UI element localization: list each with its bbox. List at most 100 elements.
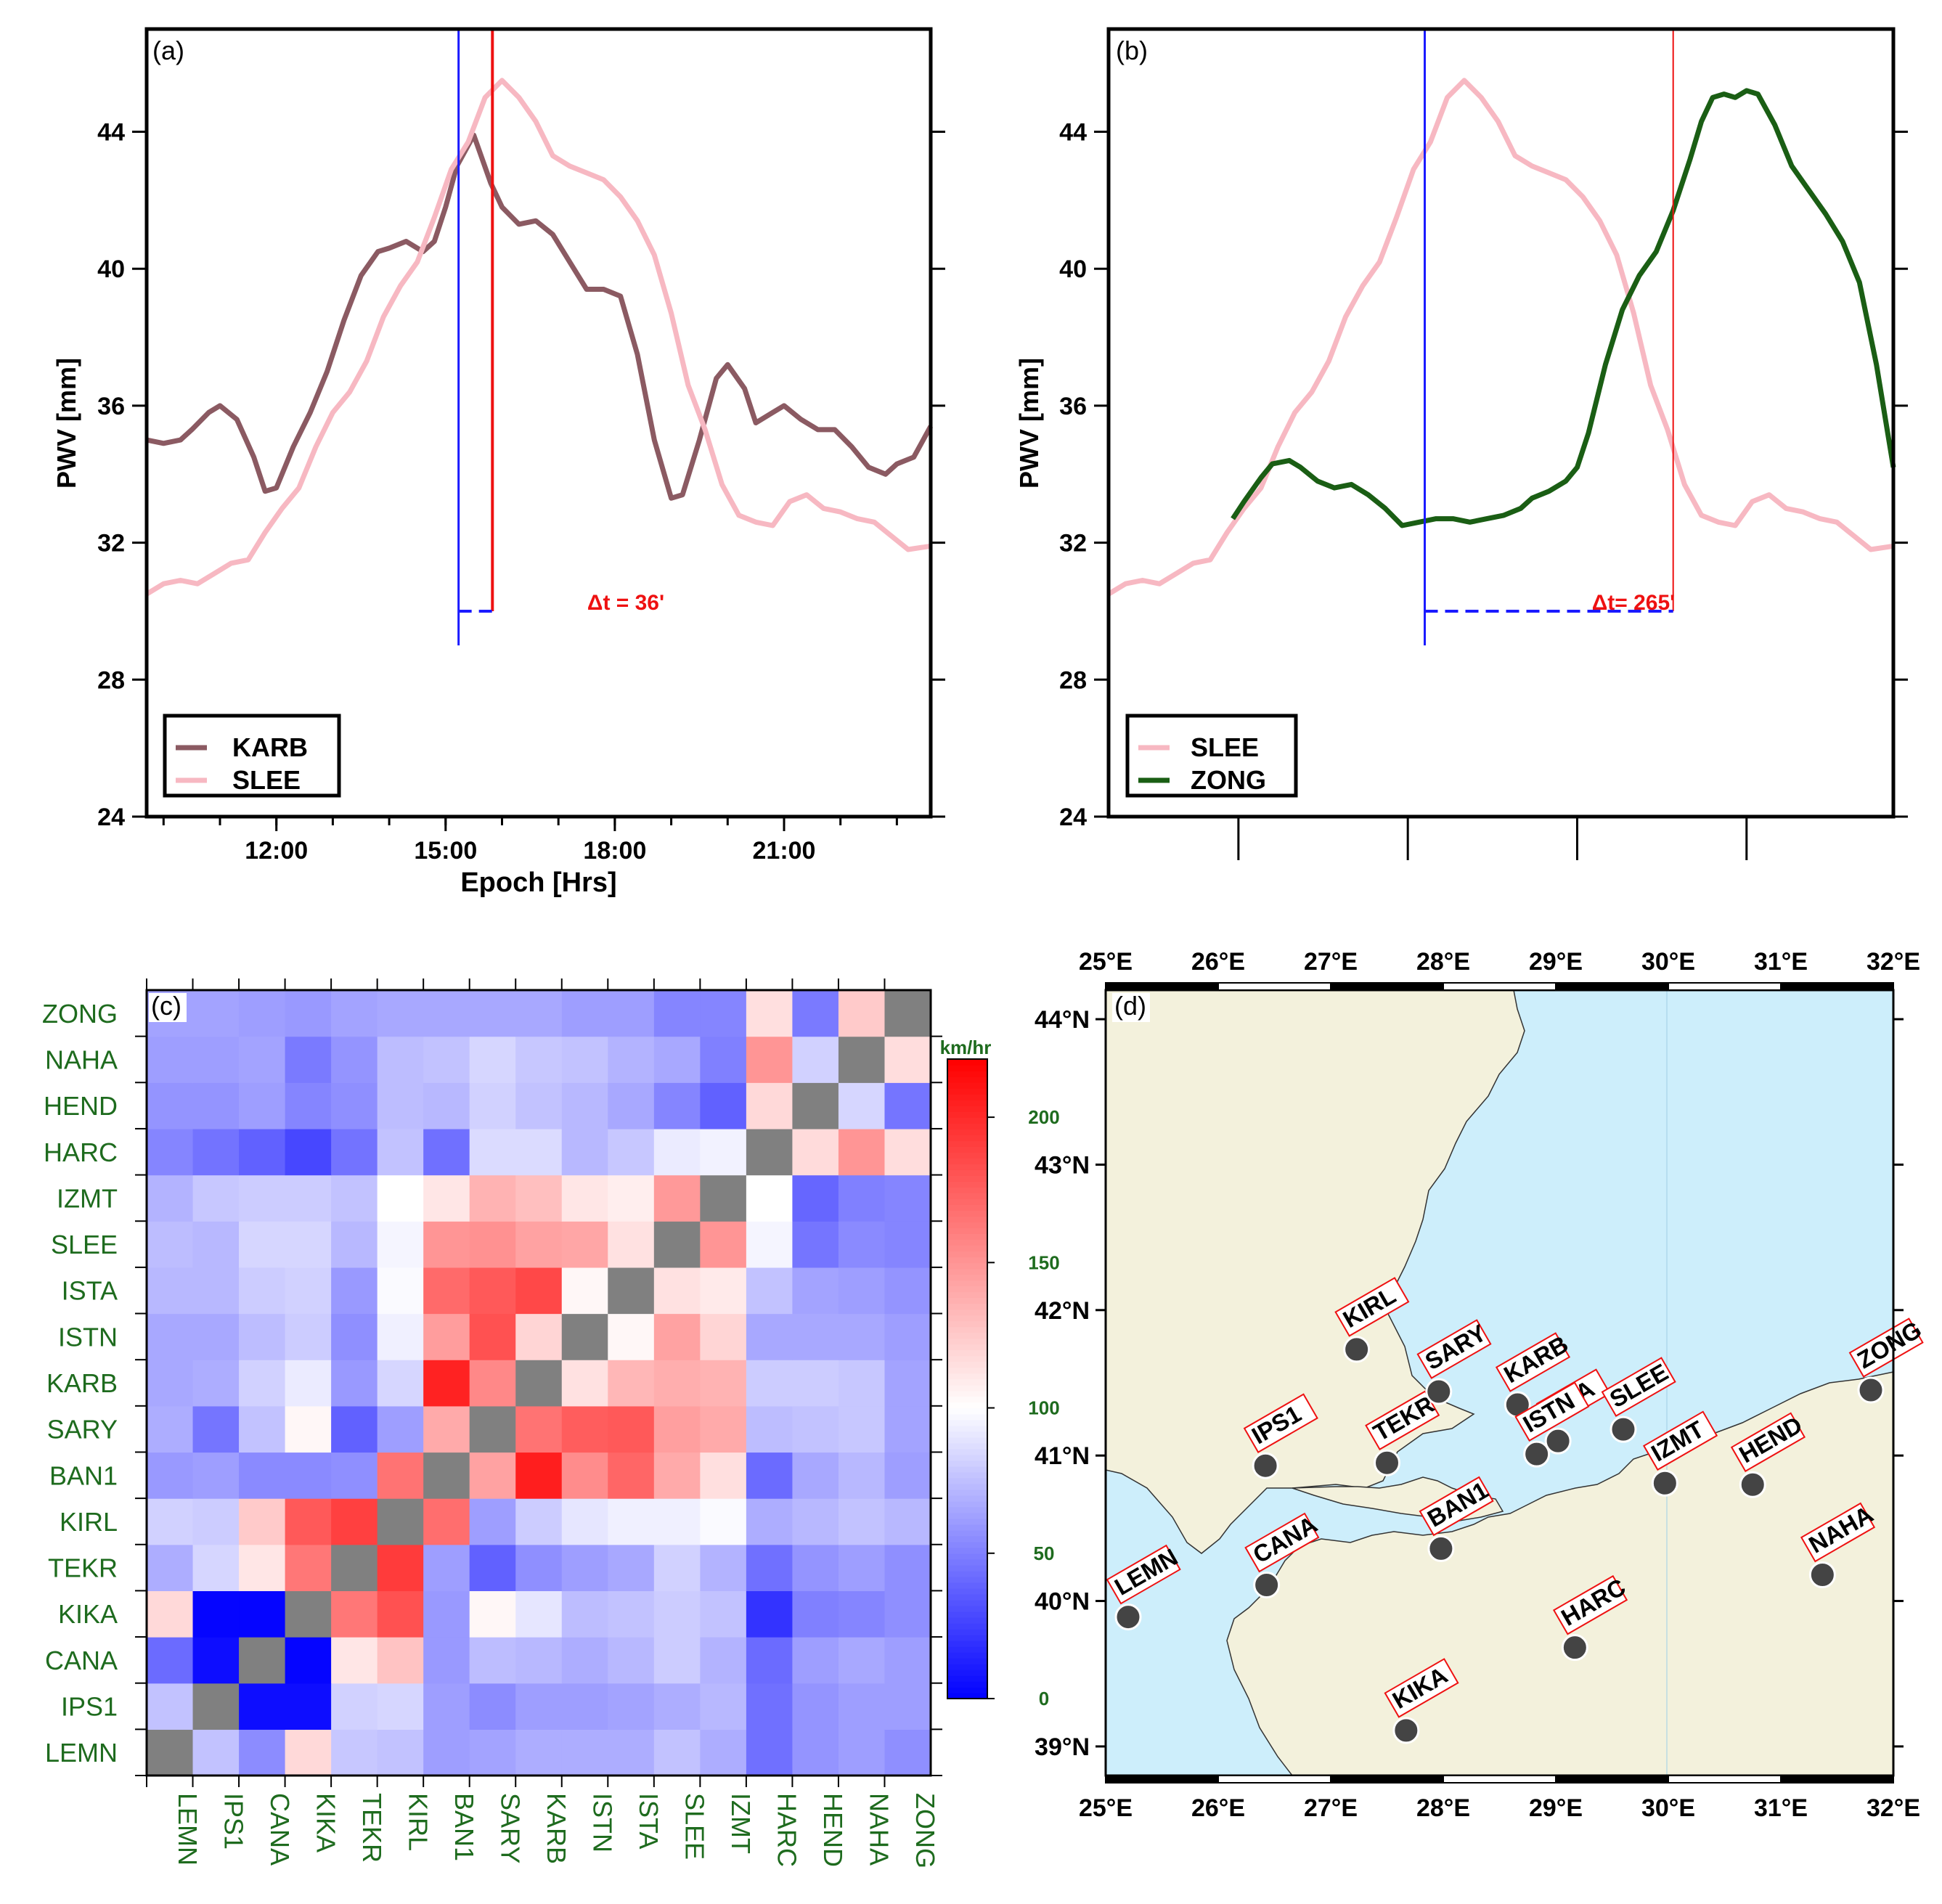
colorbar-step: [947, 1198, 987, 1206]
heatmap-cell: [423, 1313, 470, 1360]
heatmap-cell: [792, 1544, 839, 1592]
heatmap-cell: [700, 1590, 747, 1638]
heatmap-cell: [239, 1360, 286, 1407]
colorbar-step: [947, 1135, 987, 1141]
lon-label-top: 25°E: [1079, 948, 1133, 976]
heatmap-cell: [285, 1082, 332, 1129]
heatmap-cell: [653, 1683, 701, 1730]
heatmap-cell: [792, 1590, 839, 1638]
lon-label-top: 28°E: [1416, 948, 1470, 976]
heatmap-cell: [653, 1544, 701, 1592]
colorbar-step: [947, 1628, 987, 1635]
heatmap-cell: [285, 1544, 332, 1592]
heatmap-col-label: KIKA: [311, 1793, 340, 1852]
colorbar-step: [947, 1680, 987, 1688]
heatmap-cell: [838, 1544, 886, 1592]
heatmap-cell: [377, 1313, 424, 1360]
heatmap-cell: [700, 1360, 747, 1407]
heatmap-cell: [239, 990, 286, 1037]
heatmap-cell: [469, 1036, 516, 1083]
colorbar-step: [947, 1286, 987, 1293]
lat-label: 44°N: [1035, 1006, 1090, 1034]
heatmap-cell: [700, 1174, 747, 1222]
heatmap-cell: [515, 1452, 563, 1499]
heatmap-cell: [561, 1498, 608, 1545]
colorbar-step: [947, 1460, 987, 1467]
map-frame-segment: [1330, 982, 1444, 991]
colorbar-step: [947, 1373, 987, 1380]
colorbar-frame: [947, 1058, 988, 1699]
heatmap-cell: [746, 1267, 793, 1315]
heatmap-cell: [147, 1498, 194, 1545]
colorbar-tick-label: 0: [1039, 1688, 1049, 1709]
heatmap-cell: [239, 1590, 286, 1638]
heatmap-cell: [838, 1360, 886, 1407]
heatmap-cell: [838, 990, 886, 1037]
heatmap-cell: [423, 1128, 470, 1176]
colorbar-step: [947, 1111, 987, 1118]
colorbar-step: [947, 1541, 987, 1548]
panel-c: LEMN LEMN IPS1 IPS1 CANA CANA KIKA KIKA TEKR TEKR…: [42, 978, 1060, 1868]
heatmap-cell: [423, 1360, 470, 1407]
colorbar-step: [947, 1222, 987, 1229]
colorbar-step: [947, 1384, 987, 1392]
heatmap-cell: [608, 1498, 655, 1545]
heatmap-cell: [792, 1267, 839, 1315]
heatmap-cell: [377, 1498, 424, 1545]
heatmap-cell: [331, 1313, 378, 1360]
panel-a-label: (a): [152, 36, 184, 65]
heatmap-cell: [469, 1498, 516, 1545]
heatmap-cell: [239, 1082, 286, 1129]
station-marker: [1374, 1449, 1400, 1476]
heatmap-cell: [192, 1452, 240, 1499]
colorbar-step: [947, 1390, 987, 1397]
colorbar-step: [947, 1129, 987, 1135]
heatmap-cell: [884, 1683, 931, 1730]
heatmap-cell: [423, 1683, 470, 1730]
heatmap-cell: [653, 1360, 701, 1407]
panel-b-legend: [1125, 714, 1298, 798]
map-frame-segment: [1555, 1775, 1669, 1784]
heatmap-cell: [653, 990, 701, 1037]
colorbar-step: [947, 1663, 987, 1670]
colorbar-step: [947, 1274, 987, 1281]
heatmap-cell: [653, 1452, 701, 1499]
station-marker: [1253, 1572, 1281, 1599]
heatmap-cell: [608, 1544, 655, 1592]
lon-label-top: 30°E: [1641, 948, 1695, 976]
heatmap-cell: [423, 1637, 470, 1684]
colorbar-step: [947, 1320, 987, 1328]
station-label-box: [1800, 1502, 1876, 1563]
heatmap-cell: [285, 1637, 332, 1684]
heatmap-col-label: IZMT: [726, 1793, 756, 1854]
heatmap-cell: [653, 1405, 701, 1453]
heatmap-cell: [469, 1360, 516, 1407]
heatmap-cell: [792, 1637, 839, 1684]
heatmap-cell: [147, 1544, 194, 1592]
colorbar-step: [947, 1251, 987, 1258]
station-label-box: [1495, 1332, 1571, 1392]
station-marker: [1427, 1535, 1455, 1562]
heatmap-cell: [561, 1360, 608, 1407]
heatmap-cell: [285, 990, 332, 1037]
colorbar-step: [947, 1210, 987, 1217]
heatmap-cell: [239, 1267, 286, 1315]
heatmap-cell: [838, 1729, 886, 1776]
colorbar-step: [947, 1407, 987, 1415]
heatmap-cell: [700, 1637, 747, 1684]
station-label-box: [1416, 1319, 1492, 1379]
plot-frame: [144, 27, 933, 819]
heatmap-row-label: IZMT: [57, 1183, 118, 1213]
plot-frame: [1106, 27, 1896, 819]
colorbar-tick-label: 100: [1028, 1397, 1059, 1419]
heatmap-cell: [838, 1221, 886, 1268]
series-slee: [1107, 78, 1894, 597]
heatmap-cell: [423, 1452, 470, 1499]
legend-label-slee: SLEE: [232, 765, 301, 795]
colorbar-step: [947, 1106, 987, 1112]
colorbar-step: [947, 1257, 987, 1264]
heatmap-cell: [423, 1036, 470, 1083]
heatmap-cell: [377, 1544, 424, 1592]
heatmap-row-label: NAHA: [45, 1045, 118, 1074]
heatmap-cell: [147, 1221, 194, 1268]
